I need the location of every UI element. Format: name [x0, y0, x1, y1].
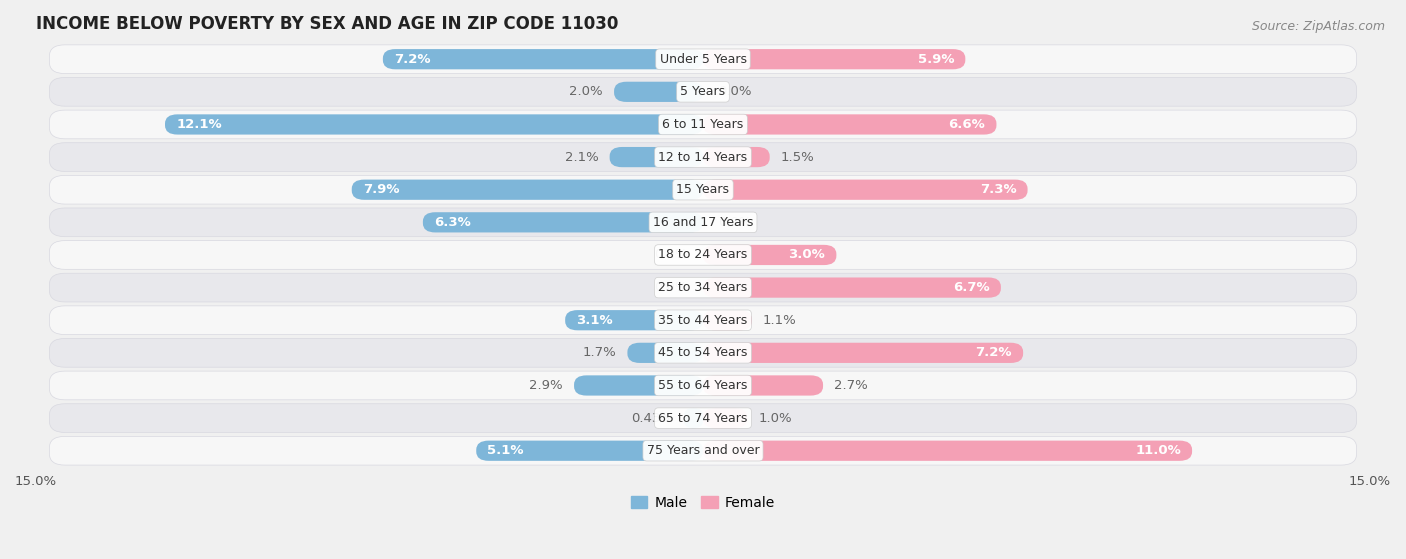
Text: Under 5 Years: Under 5 Years [659, 53, 747, 66]
FancyBboxPatch shape [49, 143, 1357, 172]
Text: 2.7%: 2.7% [834, 379, 868, 392]
Text: 12 to 14 Years: 12 to 14 Years [658, 150, 748, 164]
FancyBboxPatch shape [49, 371, 1357, 400]
FancyBboxPatch shape [352, 179, 703, 200]
Text: 11.0%: 11.0% [1135, 444, 1181, 457]
FancyBboxPatch shape [49, 404, 1357, 433]
FancyBboxPatch shape [49, 339, 1357, 367]
Text: 2.9%: 2.9% [529, 379, 562, 392]
FancyBboxPatch shape [703, 49, 966, 69]
Text: 0.0%: 0.0% [654, 248, 688, 262]
Text: 25 to 34 Years: 25 to 34 Years [658, 281, 748, 294]
Text: 7.9%: 7.9% [363, 183, 399, 196]
FancyBboxPatch shape [565, 310, 703, 330]
Text: 0.43%: 0.43% [631, 411, 672, 425]
Text: 5.1%: 5.1% [488, 444, 524, 457]
Text: 6 to 11 Years: 6 to 11 Years [662, 118, 744, 131]
FancyBboxPatch shape [703, 179, 1028, 200]
FancyBboxPatch shape [614, 82, 703, 102]
FancyBboxPatch shape [49, 208, 1357, 236]
FancyBboxPatch shape [703, 408, 748, 428]
Text: 45 to 54 Years: 45 to 54 Years [658, 347, 748, 359]
Text: 1.7%: 1.7% [582, 347, 616, 359]
FancyBboxPatch shape [574, 375, 703, 396]
FancyBboxPatch shape [49, 45, 1357, 74]
Text: 55 to 64 Years: 55 to 64 Years [658, 379, 748, 392]
Text: 0.0%: 0.0% [718, 86, 752, 98]
Text: 15 Years: 15 Years [676, 183, 730, 196]
FancyBboxPatch shape [165, 115, 703, 135]
Text: 2.0%: 2.0% [569, 86, 603, 98]
FancyBboxPatch shape [703, 343, 1024, 363]
Text: 2.1%: 2.1% [565, 150, 599, 164]
Text: 7.2%: 7.2% [976, 347, 1012, 359]
FancyBboxPatch shape [423, 212, 703, 233]
FancyBboxPatch shape [703, 115, 997, 135]
FancyBboxPatch shape [627, 343, 703, 363]
Text: 3.1%: 3.1% [576, 314, 613, 326]
FancyBboxPatch shape [49, 110, 1357, 139]
Legend: Male, Female: Male, Female [626, 490, 780, 515]
Text: 7.3%: 7.3% [980, 183, 1017, 196]
Text: 35 to 44 Years: 35 to 44 Years [658, 314, 748, 326]
Text: 75 Years and over: 75 Years and over [647, 444, 759, 457]
FancyBboxPatch shape [49, 306, 1357, 335]
FancyBboxPatch shape [382, 49, 703, 69]
FancyBboxPatch shape [49, 240, 1357, 269]
FancyBboxPatch shape [49, 78, 1357, 106]
Text: Source: ZipAtlas.com: Source: ZipAtlas.com [1251, 20, 1385, 32]
Text: 0.0%: 0.0% [654, 281, 688, 294]
FancyBboxPatch shape [610, 147, 703, 167]
FancyBboxPatch shape [49, 176, 1357, 204]
Text: 6.7%: 6.7% [953, 281, 990, 294]
Text: 1.5%: 1.5% [780, 150, 814, 164]
Text: 12.1%: 12.1% [176, 118, 222, 131]
FancyBboxPatch shape [703, 245, 837, 265]
FancyBboxPatch shape [703, 147, 769, 167]
Text: 7.2%: 7.2% [394, 53, 430, 66]
Text: 6.6%: 6.6% [949, 118, 986, 131]
Text: 3.0%: 3.0% [789, 248, 825, 262]
Text: 0.0%: 0.0% [718, 216, 752, 229]
Text: 18 to 24 Years: 18 to 24 Years [658, 248, 748, 262]
FancyBboxPatch shape [49, 273, 1357, 302]
Text: 5.9%: 5.9% [918, 53, 955, 66]
Text: INCOME BELOW POVERTY BY SEX AND AGE IN ZIP CODE 11030: INCOME BELOW POVERTY BY SEX AND AGE IN Z… [37, 15, 619, 33]
Text: 1.1%: 1.1% [763, 314, 797, 326]
Text: 6.3%: 6.3% [434, 216, 471, 229]
FancyBboxPatch shape [49, 437, 1357, 465]
FancyBboxPatch shape [703, 277, 1001, 298]
FancyBboxPatch shape [703, 440, 1192, 461]
Text: 1.0%: 1.0% [759, 411, 792, 425]
FancyBboxPatch shape [683, 408, 703, 428]
FancyBboxPatch shape [477, 440, 703, 461]
Text: 16 and 17 Years: 16 and 17 Years [652, 216, 754, 229]
FancyBboxPatch shape [703, 375, 823, 396]
Text: 5 Years: 5 Years [681, 86, 725, 98]
FancyBboxPatch shape [703, 310, 752, 330]
Text: 65 to 74 Years: 65 to 74 Years [658, 411, 748, 425]
